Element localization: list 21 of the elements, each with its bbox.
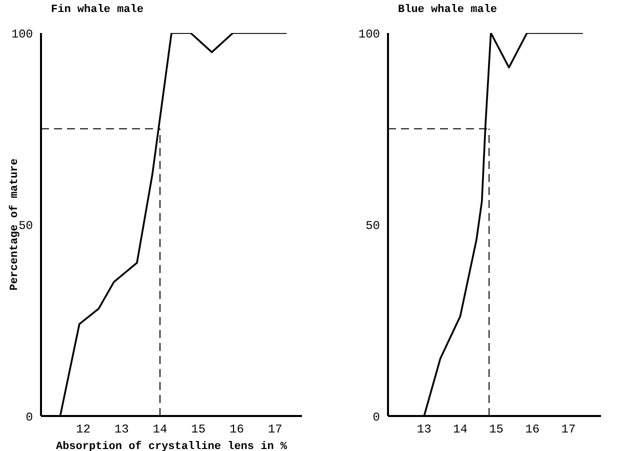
y-tick-label: 0 [26, 410, 33, 424]
chart-title: Fin whale male [51, 4, 144, 16]
x-tick-label: 13 [114, 422, 129, 437]
y-tick-label: 100 [11, 27, 33, 42]
y-tick-label: 50 [366, 218, 380, 233]
y-tick-label: 100 [358, 27, 380, 42]
x-tick-label: 17 [561, 422, 576, 437]
x-tick-label: 17 [268, 422, 282, 437]
x-tick-label: 14 [152, 422, 168, 437]
chart-title: Blue whale male [398, 4, 498, 16]
x-tick-label: 15 [191, 422, 206, 437]
x-tick-label: 13 [416, 422, 432, 437]
x-tick-label: 12 [76, 422, 90, 437]
x-tick-label: 16 [230, 422, 244, 437]
y-tick-label: 0 [372, 410, 380, 424]
x-axis-title: Absorption of crystalline lens in % [56, 440, 288, 451]
y-axis-title: Percentage of mature [8, 158, 21, 291]
x-tick-label: 14 [453, 422, 468, 437]
x-tick-label: 16 [525, 422, 540, 437]
x-tick-label: 15 [489, 422, 504, 437]
y-tick-label: 50 [18, 218, 33, 233]
